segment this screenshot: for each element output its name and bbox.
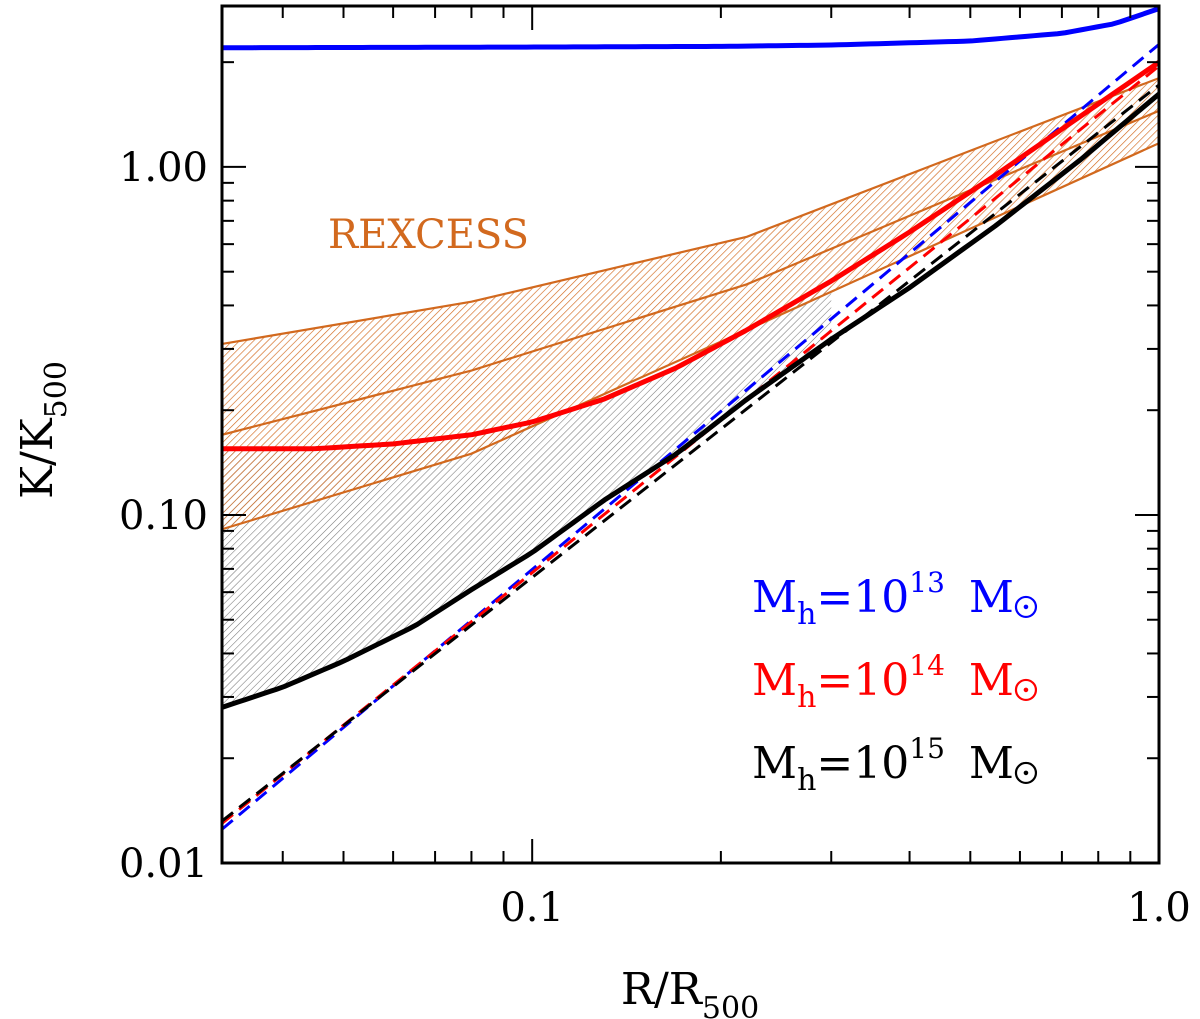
series-2-solid-line — [222, 92, 1159, 710]
y-axis-title: K/K500 — [12, 361, 74, 499]
axis-ticks — [222, 6, 1160, 864]
y-tick-label: 1.00 — [119, 145, 208, 191]
y-tick-label: 0.10 — [119, 493, 208, 539]
legend-entry-1e15: Mh=1015 M — [752, 732, 1014, 798]
rexcess-median-line — [222, 109, 1159, 436]
x-axis-title: R/R500 — [621, 964, 759, 1019]
sun-symbol-dot-icon — [1023, 770, 1029, 776]
rexcess-band — [222, 78, 1159, 530]
plot-frame — [220, 4, 1161, 865]
sun-symbol-dot-icon — [1023, 604, 1029, 610]
x-tick-label: 1.0 — [1127, 885, 1191, 931]
legend-entry-1e14: Mh=1014 M — [752, 649, 1014, 715]
legend-entry-1e13: Mh=1013 M — [752, 566, 1014, 632]
rexcess-annotation: REXCESS — [328, 212, 529, 258]
x-tick-label: 0.1 — [500, 885, 564, 931]
y-tick-label: 0.01 — [119, 841, 208, 887]
sun-symbol-dot-icon — [1023, 687, 1029, 693]
sun-symbol-icon — [1014, 761, 1038, 785]
sun-symbol-icon — [1014, 678, 1038, 702]
shaded-region-grey — [222, 281, 832, 708]
series-1-solid-line — [222, 60, 1159, 452]
legend: Mh=1013 M Mh=1014 M Mh=1015 M — [752, 566, 1038, 798]
series-0-solid-line — [222, 6, 1159, 51]
sun-symbol-icon — [1014, 595, 1038, 619]
tick-labels: 0.01 0.10 1.00 0.1 1.0 — [119, 145, 1191, 931]
rexcess-upper-line — [222, 77, 1159, 346]
plot-area — [222, 6, 1159, 831]
rexcess-lower-line — [222, 142, 1159, 531]
series-2-dashed-line — [222, 83, 1159, 823]
